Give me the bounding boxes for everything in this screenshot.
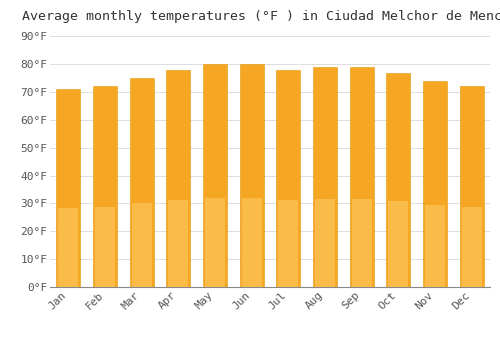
Bar bbox=[242, 198, 262, 287]
Bar bbox=[203, 64, 227, 287]
Bar bbox=[386, 72, 410, 287]
Bar bbox=[240, 64, 264, 287]
Bar bbox=[93, 86, 117, 287]
Bar bbox=[462, 207, 482, 287]
Bar bbox=[315, 199, 335, 287]
Bar bbox=[130, 78, 154, 287]
Bar bbox=[313, 67, 337, 287]
Bar bbox=[168, 200, 188, 287]
Bar bbox=[95, 207, 115, 287]
Bar bbox=[388, 201, 408, 287]
Bar bbox=[460, 86, 483, 287]
Bar bbox=[352, 199, 372, 287]
Bar bbox=[205, 198, 225, 287]
Bar bbox=[278, 200, 298, 287]
Bar bbox=[276, 70, 300, 287]
Bar bbox=[166, 70, 190, 287]
Bar bbox=[423, 81, 447, 287]
Bar bbox=[132, 203, 152, 287]
Title: Average monthly temperatures (°F ) in Ciudad Melchor de Mencos: Average monthly temperatures (°F ) in Ci… bbox=[22, 10, 500, 23]
Bar bbox=[350, 67, 374, 287]
Bar bbox=[58, 208, 78, 287]
Bar bbox=[56, 89, 80, 287]
Bar bbox=[425, 204, 445, 287]
